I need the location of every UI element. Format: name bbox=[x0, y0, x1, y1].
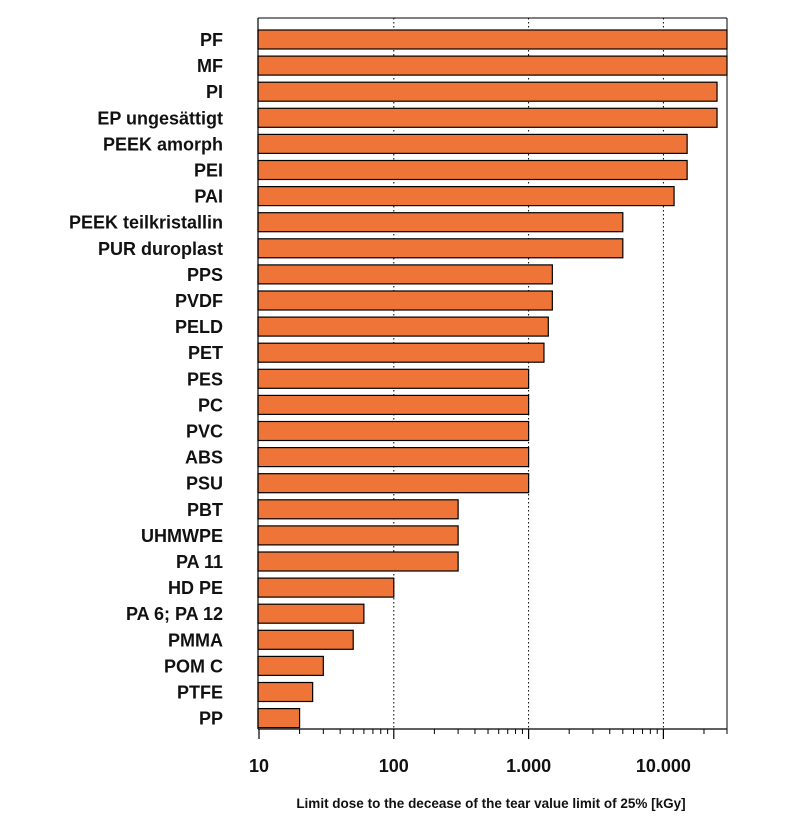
bar bbox=[257, 499, 459, 520]
bar bbox=[257, 603, 365, 624]
x-axis: 10 100 1.000 10.000 bbox=[249, 17, 728, 776]
grid-lines bbox=[393, 18, 664, 729]
x-tick-label: 10 bbox=[249, 756, 269, 776]
category-label: ABS bbox=[185, 448, 223, 468]
category-label: PF bbox=[200, 30, 223, 50]
x-axis-title: Limit dose to the decease of the tear va… bbox=[296, 796, 685, 811]
bar bbox=[257, 420, 530, 442]
bars bbox=[257, 29, 728, 729]
bar bbox=[257, 133, 688, 154]
category-label: PEEK amorph bbox=[103, 134, 223, 154]
bar bbox=[257, 368, 530, 389]
category-label: PAI bbox=[194, 187, 223, 207]
category-label: PELD bbox=[175, 317, 223, 337]
category-label: PET bbox=[188, 343, 223, 363]
x-tick-label: 100 bbox=[379, 756, 409, 776]
bar bbox=[257, 394, 530, 415]
bar bbox=[257, 342, 545, 363]
category-label: PC bbox=[198, 395, 223, 415]
x-tick-label: 1.000 bbox=[506, 756, 551, 776]
category-label: HD PE bbox=[168, 578, 223, 598]
bar bbox=[257, 55, 728, 76]
bar bbox=[257, 107, 718, 128]
category-label: MF bbox=[197, 56, 223, 76]
category-label: PA 11 bbox=[176, 552, 223, 572]
category-label: UHMWPE bbox=[141, 526, 223, 546]
category-label: PP bbox=[199, 709, 223, 729]
bar bbox=[257, 159, 688, 181]
category-label: POM C bbox=[164, 656, 223, 676]
category-label: PA 6; PA 12 bbox=[126, 604, 223, 624]
category-label: PI bbox=[206, 82, 223, 102]
bar bbox=[257, 681, 314, 703]
bar bbox=[257, 316, 549, 337]
bar bbox=[257, 212, 624, 233]
bar bbox=[257, 629, 354, 650]
bar bbox=[257, 707, 301, 729]
category-label: PBT bbox=[187, 500, 223, 520]
bar bbox=[257, 473, 530, 494]
category-label: PUR duroplast bbox=[98, 239, 223, 259]
category-label: PVC bbox=[186, 422, 223, 442]
bar bbox=[257, 29, 728, 50]
category-label: PPS bbox=[187, 265, 223, 285]
bar bbox=[257, 577, 395, 598]
bar bbox=[257, 81, 718, 102]
category-label: PMMA bbox=[168, 630, 223, 650]
bar bbox=[257, 186, 675, 207]
bar bbox=[257, 238, 624, 259]
category-label: PVDF bbox=[175, 291, 223, 311]
bar bbox=[257, 290, 553, 311]
category-label: PES bbox=[187, 369, 223, 389]
category-labels: PF MF PI EP ungesättigt PEEK amorph PEI PAI PEE… bbox=[69, 30, 223, 729]
bar bbox=[257, 551, 459, 572]
bar bbox=[257, 525, 459, 546]
category-label: PEI bbox=[194, 161, 223, 181]
category-label: PSU bbox=[186, 474, 223, 494]
bar bbox=[257, 447, 530, 468]
bar bbox=[257, 264, 553, 285]
category-label: PEEK teilkristallin bbox=[69, 213, 223, 233]
category-label: EP ungesättigt bbox=[97, 108, 223, 128]
x-tick-label: 10.000 bbox=[636, 756, 691, 776]
category-label: PTFE bbox=[177, 683, 223, 703]
bar bbox=[257, 655, 324, 677]
